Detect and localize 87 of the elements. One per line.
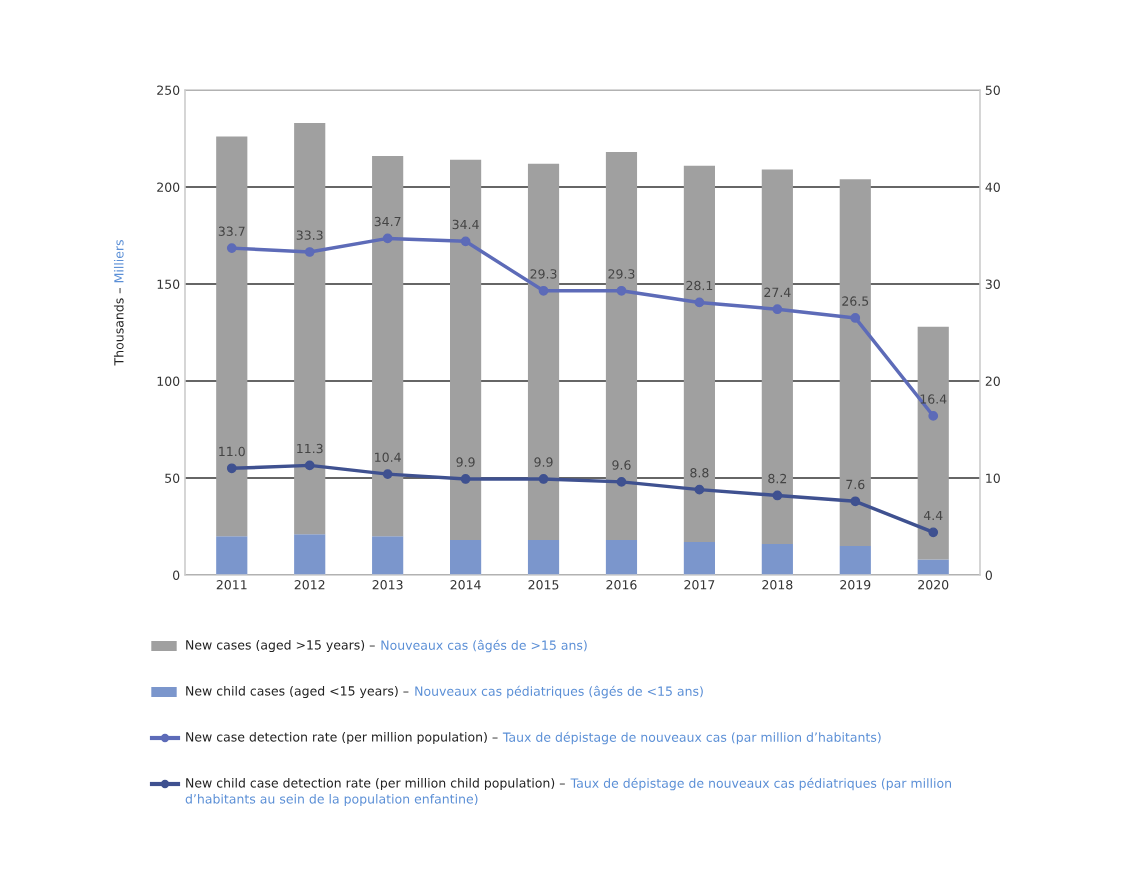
- data-label: 16.4: [920, 394, 947, 404]
- bar: [839, 545, 871, 575]
- data-label: 27.4: [764, 287, 791, 297]
- data-label: 34.4: [452, 219, 479, 230]
- data-label: 28.1: [686, 280, 713, 291]
- y-tick-label: 50: [165, 473, 180, 483]
- data-label: 29.3: [530, 269, 557, 279]
- point: [772, 304, 783, 315]
- point: [304, 460, 315, 471]
- legend-label: New cases (aged >15 years) – Nouveaux cas (âgés de >15 ans): [186, 639, 587, 653]
- x-tick-label: 2020: [918, 580, 949, 590]
- bar: [527, 163, 560, 541]
- y-axis-title: Thousands – Milliers: [113, 239, 124, 366]
- data-label: 33.3: [296, 230, 323, 240]
- data-label: 29.3: [608, 269, 635, 279]
- bar: [372, 536, 404, 575]
- point: [928, 527, 939, 538]
- bar: [839, 179, 871, 546]
- point: [694, 484, 705, 495]
- y2-tick-label: 0: [985, 570, 992, 580]
- data-label: 34.7: [374, 216, 401, 227]
- data-label: 26.5: [842, 296, 869, 306]
- point: [850, 313, 861, 323]
- data-label: 8.2: [768, 473, 787, 484]
- data-label: 9.9: [534, 457, 553, 467]
- data-label: 7.6: [846, 479, 865, 490]
- point: [226, 463, 237, 474]
- y2-tick-label: 30: [985, 279, 1000, 289]
- bar: [605, 152, 638, 541]
- x-tick-label: 2011: [216, 580, 247, 590]
- x-tick-label: 2017: [684, 580, 715, 590]
- bar: [683, 542, 715, 575]
- bar: [917, 559, 949, 575]
- data-label: 33.7: [218, 226, 245, 236]
- bar: [450, 159, 482, 541]
- y-tick-label: 0: [173, 570, 180, 580]
- x-tick-label: 2013: [372, 580, 403, 590]
- data-label: 8.8: [690, 468, 709, 478]
- point: [772, 490, 783, 501]
- bar: [294, 534, 326, 575]
- bar: [216, 136, 248, 537]
- y-tick-label: 200: [157, 182, 180, 192]
- x-tick-label: 2019: [840, 580, 871, 590]
- point: [850, 496, 861, 507]
- data-label: 9.6: [612, 460, 631, 470]
- y-tick-label: 250: [157, 85, 180, 95]
- x-tick-label: 2012: [294, 580, 325, 590]
- point: [382, 233, 393, 244]
- data-label: 11.3: [297, 443, 323, 454]
- bar: [683, 165, 715, 543]
- point: [538, 285, 549, 296]
- legend-label: New child cases (aged <15 years) – Nouveaux cas pédiatriques (âgés de <15 ans): [186, 685, 703, 699]
- y-tick-label: 150: [157, 279, 180, 289]
- legend-label: New case detection rate (per million population) – Taux de dépistage de nouveaux cas (par million d’habitants): [186, 731, 881, 745]
- point: [694, 297, 705, 308]
- bar: [761, 543, 793, 575]
- point: [304, 247, 315, 257]
- data-label: 11.0: [219, 446, 245, 457]
- bar: [527, 540, 560, 575]
- bar: [372, 155, 404, 537]
- bar: [761, 169, 793, 544]
- point: [538, 474, 549, 484]
- y2-tick-label: 20: [985, 376, 1000, 386]
- x-tick-label: 2015: [528, 580, 559, 590]
- y2-tick-label: 40: [985, 182, 1000, 192]
- point: [226, 243, 237, 253]
- y2-tick-label: 50: [985, 85, 1000, 95]
- point: [460, 474, 471, 484]
- data-label: 10.4: [375, 452, 401, 462]
- bar: [605, 540, 638, 575]
- point: [616, 285, 627, 296]
- data-label: 9.9: [456, 457, 475, 467]
- y2-tick-label: 10: [986, 473, 1000, 483]
- x-tick-label: 2018: [762, 580, 793, 590]
- point: [616, 477, 627, 487]
- bar: [450, 540, 482, 575]
- y-tick-label: 100: [157, 376, 180, 386]
- data-label: 4.4: [923, 510, 943, 520]
- bar: [917, 326, 949, 560]
- text: New child case detection rate (per million child population) – Taux de dépistage de nouveaux cas pédiatriques (par million d’habitants au sein de la population enfantine): [185, 777, 951, 807]
- point: [460, 236, 471, 247]
- bar: [216, 536, 248, 575]
- point: [928, 411, 939, 421]
- x-tick-label: 2014: [450, 580, 481, 590]
- x-tick-label: 2016: [606, 580, 637, 590]
- bar: [294, 122, 326, 535]
- point: [382, 469, 393, 479]
